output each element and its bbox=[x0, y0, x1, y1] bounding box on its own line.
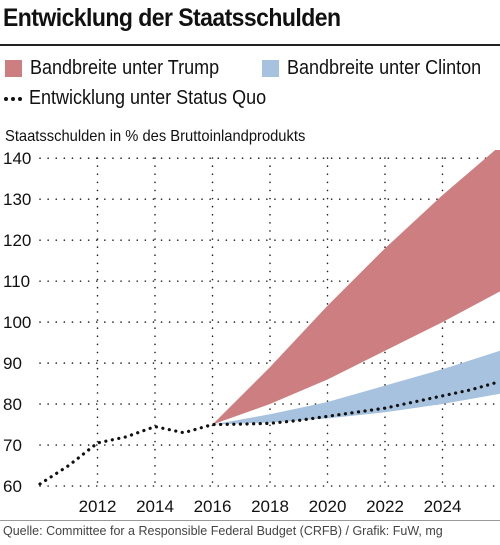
legend-swatch-trump bbox=[5, 60, 22, 77]
x-tick-label: 2018 bbox=[251, 497, 289, 516]
y-tick-label: 110 bbox=[3, 272, 30, 291]
y-tick-label: 70 bbox=[3, 436, 22, 455]
band-trump bbox=[212, 150, 500, 425]
y-axis-label: Staatsschulden in % des Bruttoinlandprod… bbox=[5, 128, 306, 145]
x-tick-label: 2020 bbox=[309, 497, 347, 516]
y-tick-label: 130 bbox=[3, 190, 31, 209]
bands bbox=[212, 150, 500, 425]
x-tick-label: 2012 bbox=[79, 497, 117, 516]
title-divider bbox=[0, 44, 500, 46]
legend-label-trump: Bandbreite unter Trump bbox=[30, 57, 220, 79]
y-tick-label: 90 bbox=[3, 354, 22, 373]
x-tick-label: 2022 bbox=[366, 497, 404, 516]
band-clinton bbox=[212, 350, 500, 425]
x-tick-label: 2024 bbox=[424, 497, 462, 516]
source-note: Quelle: Committee for a Responsible Fede… bbox=[3, 524, 443, 538]
legend-label-status-quo: Entwicklung unter Status Quo bbox=[29, 87, 267, 109]
y-tick-label: 140 bbox=[3, 150, 31, 168]
legend-item-clinton: Bandbreite unter Clinton bbox=[262, 57, 500, 80]
legend: Bandbreite unter Trump Bandbreite unter … bbox=[0, 50, 500, 120]
x-tick-label: 2014 bbox=[136, 497, 174, 516]
line-status-quo bbox=[38, 379, 500, 486]
debt-chart: 60 70 80 90 100 110 120 130 140 2012 2014 2016 2018… bbox=[3, 150, 500, 516]
legend-label-clinton: Bandbreite unter Clinton bbox=[287, 57, 482, 79]
x-tick-label: 2016 bbox=[194, 497, 232, 516]
chart-title: Entwicklung der Staatsschulden bbox=[3, 4, 341, 32]
dotted-line-icon bbox=[4, 97, 22, 101]
legend-item-status-quo: Entwicklung unter Status Quo bbox=[3, 87, 292, 110]
y-tick-label: 120 bbox=[3, 231, 31, 250]
legend-swatch-clinton bbox=[262, 60, 279, 77]
x-tick-labels: 2012 2014 2016 2018 2020 2022 2024 bbox=[79, 497, 462, 516]
y-tick-label: 80 bbox=[3, 395, 22, 414]
y-tick-labels: 60 70 80 90 100 110 120 130 140 bbox=[3, 150, 31, 496]
legend-item-trump: Bandbreite unter Trump bbox=[5, 57, 240, 80]
y-tick-label: 60 bbox=[3, 477, 22, 496]
y-tick-label: 100 bbox=[3, 313, 31, 332]
source-divider bbox=[0, 520, 500, 521]
lines bbox=[38, 379, 500, 486]
